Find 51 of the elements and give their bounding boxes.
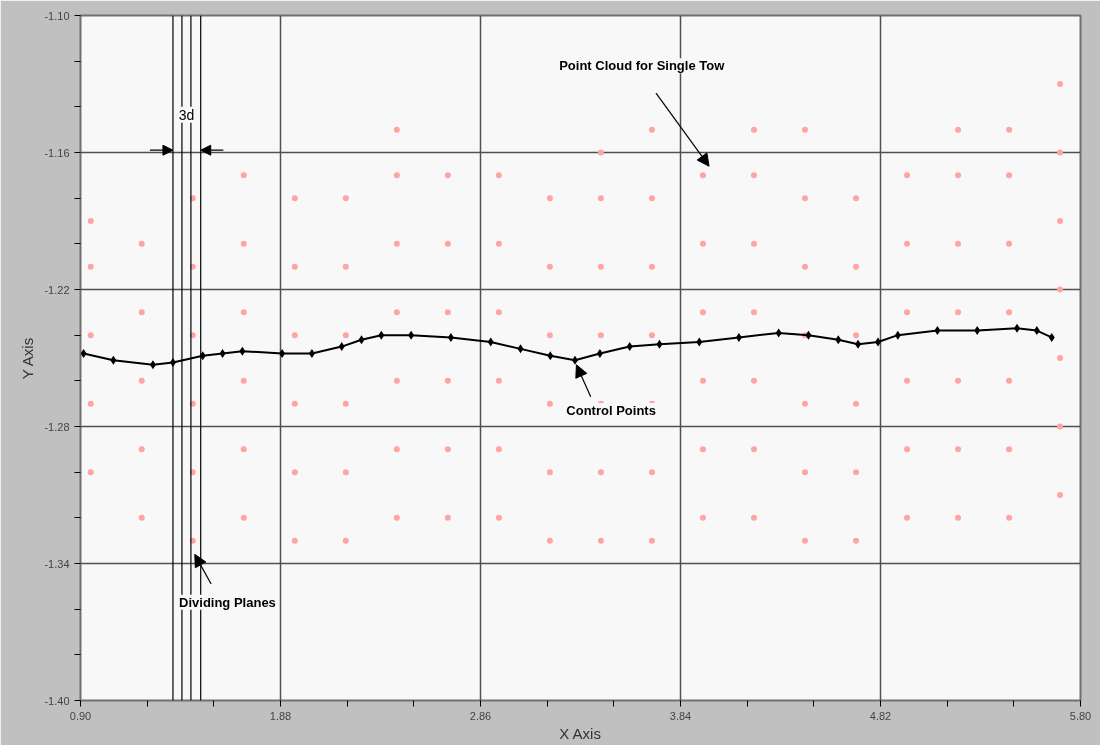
point	[547, 351, 554, 361]
point	[571, 355, 578, 365]
point	[110, 355, 117, 365]
point	[974, 326, 981, 336]
x-tick-label: 2.86	[469, 709, 492, 722]
point	[338, 342, 345, 352]
x-tick-label: 0.90	[69, 709, 92, 722]
point	[447, 332, 454, 342]
point	[378, 330, 385, 340]
point	[239, 346, 246, 356]
y-tick-label: -1.16	[44, 146, 70, 159]
point	[656, 339, 663, 349]
x-tick-label: 1.88	[269, 709, 292, 722]
point	[308, 348, 315, 358]
x-tick-label: 5.80	[1069, 709, 1092, 722]
point	[596, 348, 603, 358]
point	[934, 326, 941, 336]
point	[279, 348, 286, 358]
point	[487, 337, 494, 347]
point	[517, 344, 524, 354]
y-tick-label: -1.34	[44, 557, 70, 570]
y-axis-title: Y Axis	[19, 337, 37, 380]
x-axis-title: X Axis	[559, 724, 601, 742]
point	[1014, 323, 1021, 333]
y-tick-label: -1.22	[44, 283, 70, 296]
point	[1048, 332, 1055, 342]
y-tick-label: -1.40	[44, 694, 70, 707]
annotation: Dividing Planes	[179, 594, 276, 610]
point	[775, 328, 782, 338]
point	[80, 348, 87, 358]
point	[408, 330, 415, 340]
y-tick-label: -1.10	[44, 9, 70, 22]
point	[805, 330, 812, 340]
point	[875, 337, 882, 347]
point	[835, 335, 842, 345]
point	[894, 330, 901, 340]
point	[358, 335, 365, 345]
annotation: 3d	[178, 106, 195, 123]
annotation: Point Cloud for Single Tow	[559, 58, 726, 74]
annotation: Control Points	[566, 403, 656, 419]
point	[219, 348, 226, 358]
point	[149, 360, 156, 370]
point	[626, 342, 633, 352]
x-tick-label: 4.82	[869, 709, 892, 722]
x-tick-label: 3.84	[669, 709, 692, 722]
point	[696, 337, 703, 347]
y-tick-label: -1.28	[44, 420, 70, 433]
point	[1033, 326, 1040, 336]
point	[855, 339, 862, 349]
point	[735, 332, 742, 342]
point	[199, 351, 206, 361]
